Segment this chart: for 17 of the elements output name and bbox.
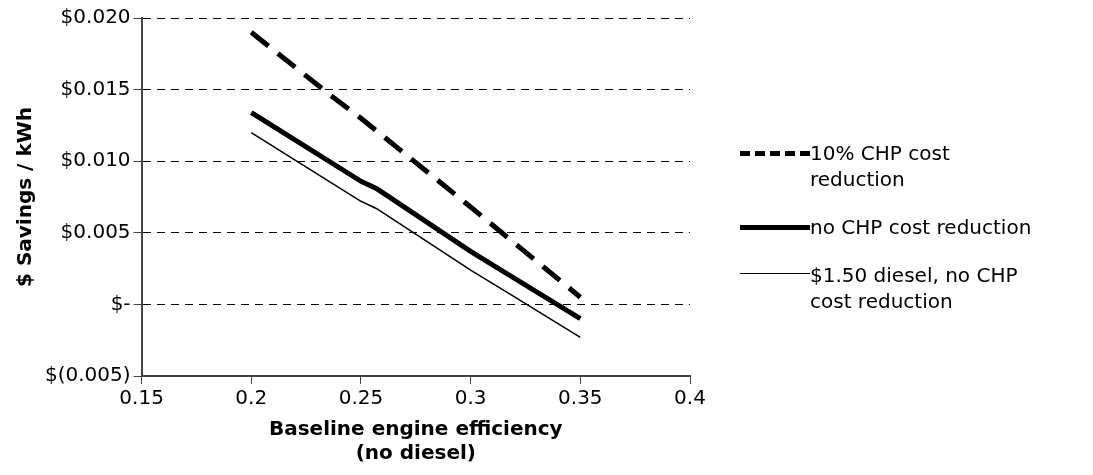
x-tick-label: 0.15	[119, 385, 164, 410]
y-tick-label: $0.005	[60, 219, 131, 243]
x-tick-label: 0.25	[338, 385, 384, 410]
y-tick-label: $0.015	[60, 75, 131, 100]
x-axis-title: Baseline engine efficiency (no diesel)	[268, 416, 563, 465]
y-tick-label: $(0.005)	[44, 362, 131, 387]
y-tick-label: $0.020	[60, 4, 131, 29]
x-tick-label: 0.2	[235, 385, 268, 410]
legend-label: no CHP cost reduction	[810, 214, 1033, 240]
legend-label: 10% CHP cost reduction	[810, 140, 951, 192]
x-tick-label: 0.35	[558, 385, 603, 410]
x-tick-label: 0.4	[674, 385, 706, 410]
x-tick-label: 0.3	[454, 385, 487, 410]
legend-label: $1.50 diesel, no CHP cost reduction	[810, 262, 1019, 314]
y-tick-label: $-	[110, 290, 131, 315]
y-axis-title: $ Savings / kWh	[12, 107, 37, 287]
y-tick-label: $0.010	[60, 147, 131, 172]
